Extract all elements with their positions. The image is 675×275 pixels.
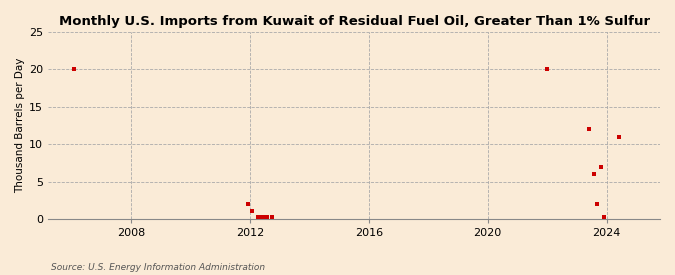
Y-axis label: Thousand Barrels per Day: Thousand Barrels per Day	[15, 58, 25, 193]
Title: Monthly U.S. Imports from Kuwait of Residual Fuel Oil, Greater Than 1% Sulfur: Monthly U.S. Imports from Kuwait of Resi…	[59, 15, 649, 28]
Point	[542, 67, 553, 72]
Point	[262, 215, 273, 220]
Point	[252, 214, 263, 219]
Point	[267, 215, 278, 220]
Text: Source: U.S. Energy Information Administration: Source: U.S. Energy Information Administ…	[51, 263, 265, 272]
Point	[254, 214, 265, 219]
Point	[599, 215, 610, 220]
Point	[596, 164, 607, 169]
Point	[589, 172, 599, 176]
Point	[242, 202, 253, 206]
Point	[247, 209, 258, 214]
Point	[242, 202, 253, 206]
Point	[260, 215, 271, 220]
Point	[257, 215, 268, 220]
Point	[591, 202, 602, 206]
Point	[69, 67, 80, 72]
Point	[614, 134, 624, 139]
Point	[584, 127, 595, 131]
